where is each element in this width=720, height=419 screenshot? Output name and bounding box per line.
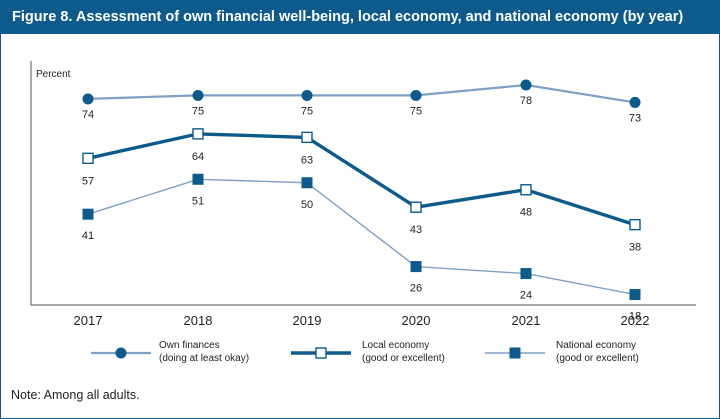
x-tick-label: 2020 (402, 313, 431, 328)
x-tick-label: 2022 (621, 313, 650, 328)
data-labels: 74 75 75 75 78 73 57 64 63 43 48 38 41 51 50 26 24 18 (82, 95, 641, 323)
data-point-national (192, 173, 204, 185)
data-point-national (301, 177, 313, 189)
data-point-own (82, 93, 94, 105)
data-label-local: 63 (301, 154, 313, 166)
legend-label-national: National economy (556, 340, 636, 351)
x-tick-label: 2021 (512, 313, 541, 328)
data-label-local: 48 (520, 207, 532, 219)
data-label-national: 51 (192, 195, 204, 207)
data-label-own: 75 (192, 105, 204, 117)
data-point-local (520, 184, 532, 196)
data-label-national: 24 (520, 290, 532, 302)
series-line-own (87, 83, 636, 104)
x-tick-label: 2019 (293, 313, 322, 328)
data-label-own: 74 (82, 109, 94, 121)
legend-marker-national (509, 347, 521, 359)
legend-label-local: Local economy (362, 340, 429, 351)
data-point-own (301, 89, 313, 101)
legend-item-own: Own finances (doing at least okay) (91, 340, 249, 364)
data-point-national (520, 268, 532, 280)
data-label-local: 57 (82, 175, 94, 187)
x-tick-label: 2017 (74, 313, 103, 328)
figure-title: Figure 8. Assessment of own financial we… (12, 9, 684, 25)
data-point-national (82, 208, 94, 220)
series-line-national (87, 178, 636, 296)
series-markers (82, 79, 641, 301)
data-label-own: 73 (629, 112, 641, 124)
legend-label-own: (doing at least okay) (159, 353, 249, 364)
legend-marker-local (315, 347, 327, 359)
figure-note: Note: Among all adults. (11, 388, 140, 402)
data-label-own: 75 (410, 105, 422, 117)
data-point-local (192, 128, 204, 140)
data-label-national: 18 (629, 311, 641, 323)
y-axis-label: Percent (36, 69, 71, 80)
legend-label-national: (good or excellent) (556, 353, 639, 364)
data-point-own (410, 89, 422, 101)
series-lines (87, 83, 636, 296)
data-point-local (629, 218, 641, 231)
x-tick-labels: 2017 2018 2019 2020 2021 2022 (74, 313, 650, 328)
legend-item-local: Local economy (good or excellent) (291, 340, 445, 364)
data-point-local (410, 201, 422, 213)
data-point-own (520, 79, 532, 91)
x-tick-label: 2018 (184, 313, 213, 328)
data-label-national: 41 (82, 230, 94, 242)
data-point-local (82, 152, 94, 165)
data-point-national (410, 261, 422, 273)
figure-title-bar: Figure 8. Assessment of own financial we… (1, 1, 719, 34)
legend: Own finances (doing at least okay) Local e… (91, 340, 639, 364)
data-point-local (301, 131, 313, 144)
data-label-own: 75 (301, 105, 313, 117)
data-point-own (629, 96, 641, 108)
legend-label-local: (good or excellent) (362, 353, 445, 364)
data-point-own (192, 89, 204, 101)
data-label-local: 64 (192, 151, 204, 163)
data-label-national: 26 (410, 283, 422, 295)
data-point-national (629, 289, 641, 301)
legend-item-national: National economy (good or excellent) (485, 340, 639, 364)
data-label-own: 78 (520, 95, 532, 107)
data-label-local: 38 (629, 242, 641, 254)
legend-label-own: Own finances (159, 340, 220, 351)
series-line-local (87, 132, 636, 227)
data-label-local: 43 (410, 224, 422, 236)
legend-marker-own (115, 347, 127, 359)
data-label-national: 50 (301, 199, 313, 211)
